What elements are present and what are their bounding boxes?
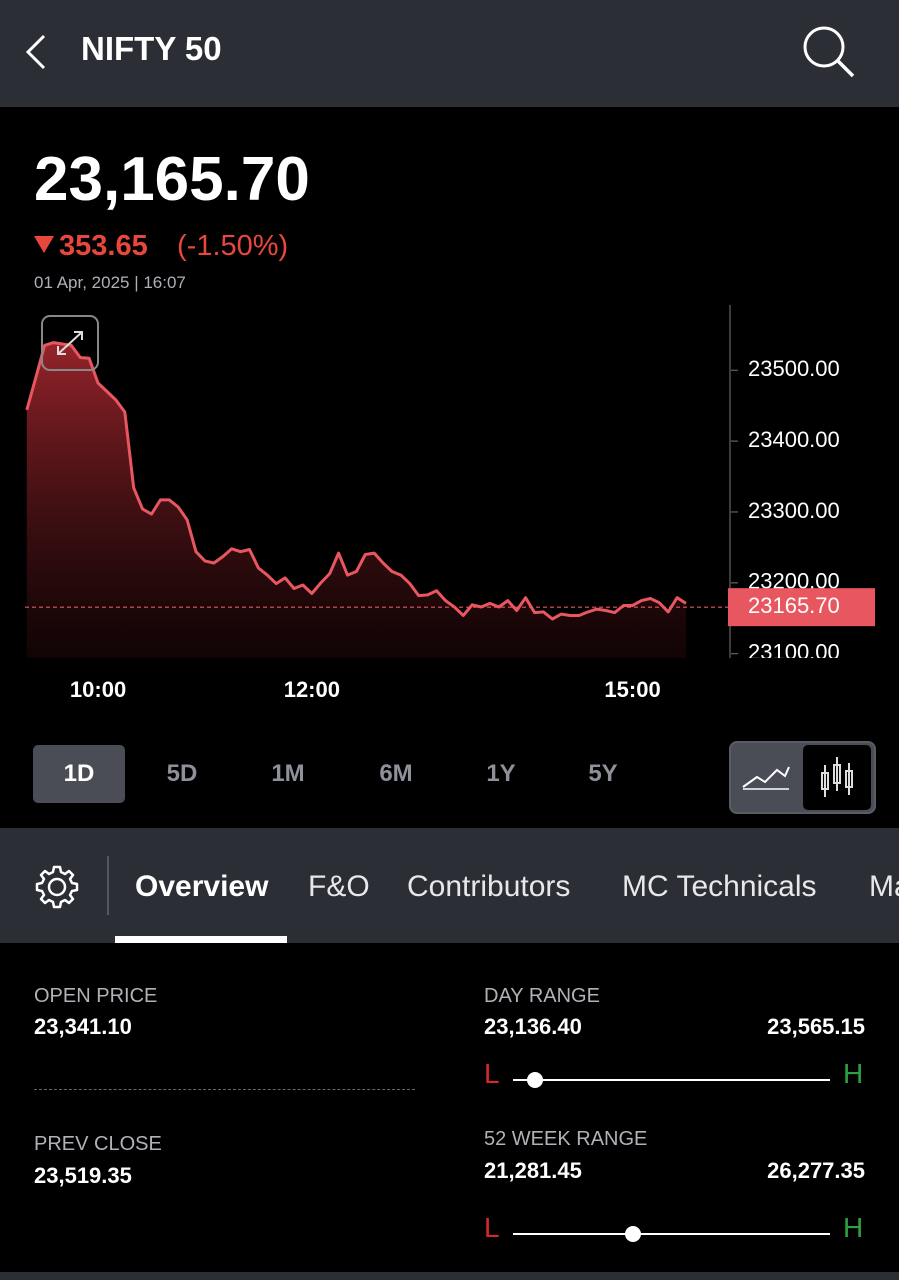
range-button[interactable]: 5D [166, 760, 198, 787]
range-button[interactable]: 5Y [588, 760, 618, 787]
page-title: NIFTY 50 [81, 30, 222, 67]
range-indicator [526, 1072, 543, 1088]
stat-value: 23,341.10 [34, 1014, 132, 1039]
last-price-box [728, 588, 875, 627]
range-button[interactable]: 1D [33, 745, 125, 803]
range-track [513, 1079, 830, 1081]
back-button[interactable] [22, 34, 48, 70]
y-tick-label: 23400.00 [748, 427, 840, 452]
stat-label: OPEN PRICE [34, 985, 158, 1007]
x-tick-label: 10:00 [70, 677, 126, 702]
settings-button[interactable] [34, 864, 80, 910]
last-price-label: 23165.70 [748, 593, 840, 618]
stat-label: 52 WEEK RANGE [484, 1128, 648, 1150]
range-button[interactable]: 1M [271, 760, 305, 787]
tab[interactable]: Contributors [407, 870, 571, 903]
tab-bar: Overview F&O Contributors MC Technicals … [0, 828, 899, 943]
high-marker: H [843, 1058, 864, 1089]
low-marker: L [484, 1058, 500, 1089]
stat-value: 23,519.35 [34, 1163, 132, 1188]
price-line [25, 341, 687, 621]
chart: 23100.0023200.0023300.0023400.0023500.00… [25, 305, 875, 702]
range-indicator [624, 1226, 641, 1242]
x-tick-label: 12:00 [284, 677, 340, 702]
low-marker: L [484, 1212, 500, 1243]
range-button[interactable]: 6M [379, 760, 413, 787]
tab[interactable]: Ma [869, 870, 899, 903]
tab[interactable]: MC Technicals [622, 870, 817, 903]
range-high: 26,277.35 [767, 1158, 865, 1183]
chart-type-toggle [729, 741, 876, 814]
range-button[interactable]: 1Y [486, 760, 516, 787]
x-tick-label: 15:00 [604, 677, 660, 702]
area [26, 342, 686, 658]
expand-button[interactable] [41, 315, 99, 371]
tab[interactable]: Overview [135, 870, 269, 903]
search-button[interactable] [800, 24, 858, 80]
bottom-bar [0, 1272, 899, 1280]
range-track [513, 1233, 830, 1235]
stat-label: DAY RANGE [484, 985, 600, 1007]
change: 353.65 [59, 230, 148, 262]
divider [107, 856, 109, 915]
down-arrow [34, 236, 54, 253]
stat-label: PREV CLOSE [34, 1133, 162, 1155]
tab[interactable]: F&O [308, 870, 370, 903]
expand-icon [57, 331, 83, 355]
y-tick-label: 23100.00 [748, 640, 840, 665]
range-low: 21,281.45 [484, 1158, 582, 1183]
header: NIFTY 50 [0, 0, 899, 107]
active-tab-indicator [115, 936, 287, 943]
line-toggle[interactable] [742, 766, 790, 788]
high-marker: H [843, 1212, 864, 1243]
y-tick-label: 23300.00 [748, 498, 840, 523]
change-percent: (-1.50%) [177, 230, 289, 262]
timestamp: 01 Apr, 2025 | 16:07 [34, 273, 186, 292]
range-high: 23,565.15 [767, 1014, 865, 1039]
price: 23,165.70 [34, 145, 310, 214]
separator [34, 1089, 415, 1090]
y-tick-label: 23500.00 [748, 356, 840, 381]
range-low: 23,136.40 [484, 1014, 582, 1039]
